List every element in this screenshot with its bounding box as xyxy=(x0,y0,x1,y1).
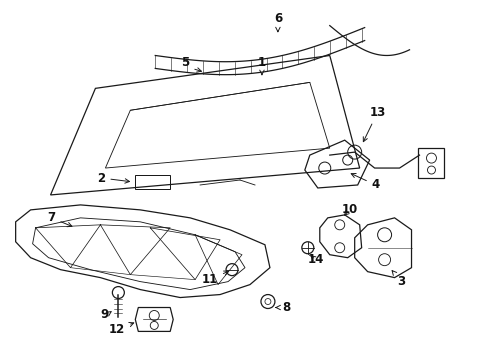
Text: 7: 7 xyxy=(47,211,72,227)
Text: 13: 13 xyxy=(363,106,385,141)
Text: 3: 3 xyxy=(391,271,405,288)
Text: 4: 4 xyxy=(350,174,379,192)
Text: 8: 8 xyxy=(275,301,289,314)
Text: 12: 12 xyxy=(109,323,133,336)
Text: 5: 5 xyxy=(181,56,189,69)
Text: 14: 14 xyxy=(307,253,324,266)
Text: 9: 9 xyxy=(100,308,108,321)
Text: 2: 2 xyxy=(97,171,129,185)
Text: 1: 1 xyxy=(257,56,265,75)
Text: 6: 6 xyxy=(273,12,282,32)
Text: 11: 11 xyxy=(202,271,228,286)
Text: 10: 10 xyxy=(341,203,357,216)
Bar xyxy=(135,175,170,189)
